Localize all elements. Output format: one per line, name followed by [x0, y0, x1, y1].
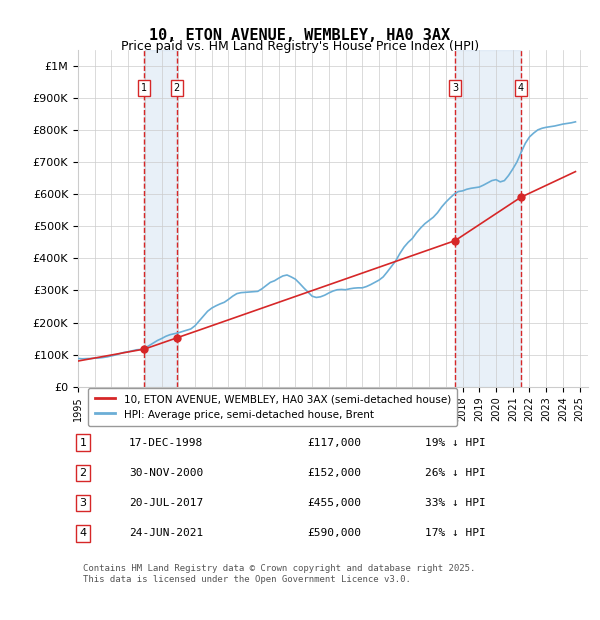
Text: 24-JUN-2021: 24-JUN-2021: [129, 528, 203, 538]
Text: 2: 2: [173, 83, 180, 93]
Text: 19% ↓ HPI: 19% ↓ HPI: [425, 438, 485, 448]
Bar: [455, 50, 521, 387]
Text: £117,000: £117,000: [308, 438, 361, 448]
Bar: [144, 50, 177, 387]
Legend: 10, ETON AVENUE, WEMBLEY, HA0 3AX (semi-detached house), HPI: Average price, sem: 10, ETON AVENUE, WEMBLEY, HA0 3AX (semi-…: [88, 388, 457, 426]
Text: 3: 3: [80, 498, 86, 508]
Text: £152,000: £152,000: [308, 468, 361, 478]
Text: 26% ↓ HPI: 26% ↓ HPI: [425, 468, 485, 478]
Text: 1: 1: [141, 83, 147, 93]
Text: 33% ↓ HPI: 33% ↓ HPI: [425, 498, 485, 508]
Text: Price paid vs. HM Land Registry's House Price Index (HPI): Price paid vs. HM Land Registry's House …: [121, 40, 479, 53]
Text: 10, ETON AVENUE, WEMBLEY, HA0 3AX: 10, ETON AVENUE, WEMBLEY, HA0 3AX: [149, 28, 451, 43]
Text: 2: 2: [80, 468, 86, 478]
Text: 4: 4: [518, 83, 524, 93]
Text: 17% ↓ HPI: 17% ↓ HPI: [425, 528, 485, 538]
Text: 4: 4: [80, 528, 86, 538]
Text: £455,000: £455,000: [308, 498, 361, 508]
Text: £590,000: £590,000: [308, 528, 361, 538]
Text: 20-JUL-2017: 20-JUL-2017: [129, 498, 203, 508]
Text: 1: 1: [80, 438, 86, 448]
Text: 17-DEC-1998: 17-DEC-1998: [129, 438, 203, 448]
Text: Contains HM Land Registry data © Crown copyright and database right 2025.
This d: Contains HM Land Registry data © Crown c…: [83, 564, 475, 583]
Text: 3: 3: [452, 83, 458, 93]
Text: 30-NOV-2000: 30-NOV-2000: [129, 468, 203, 478]
